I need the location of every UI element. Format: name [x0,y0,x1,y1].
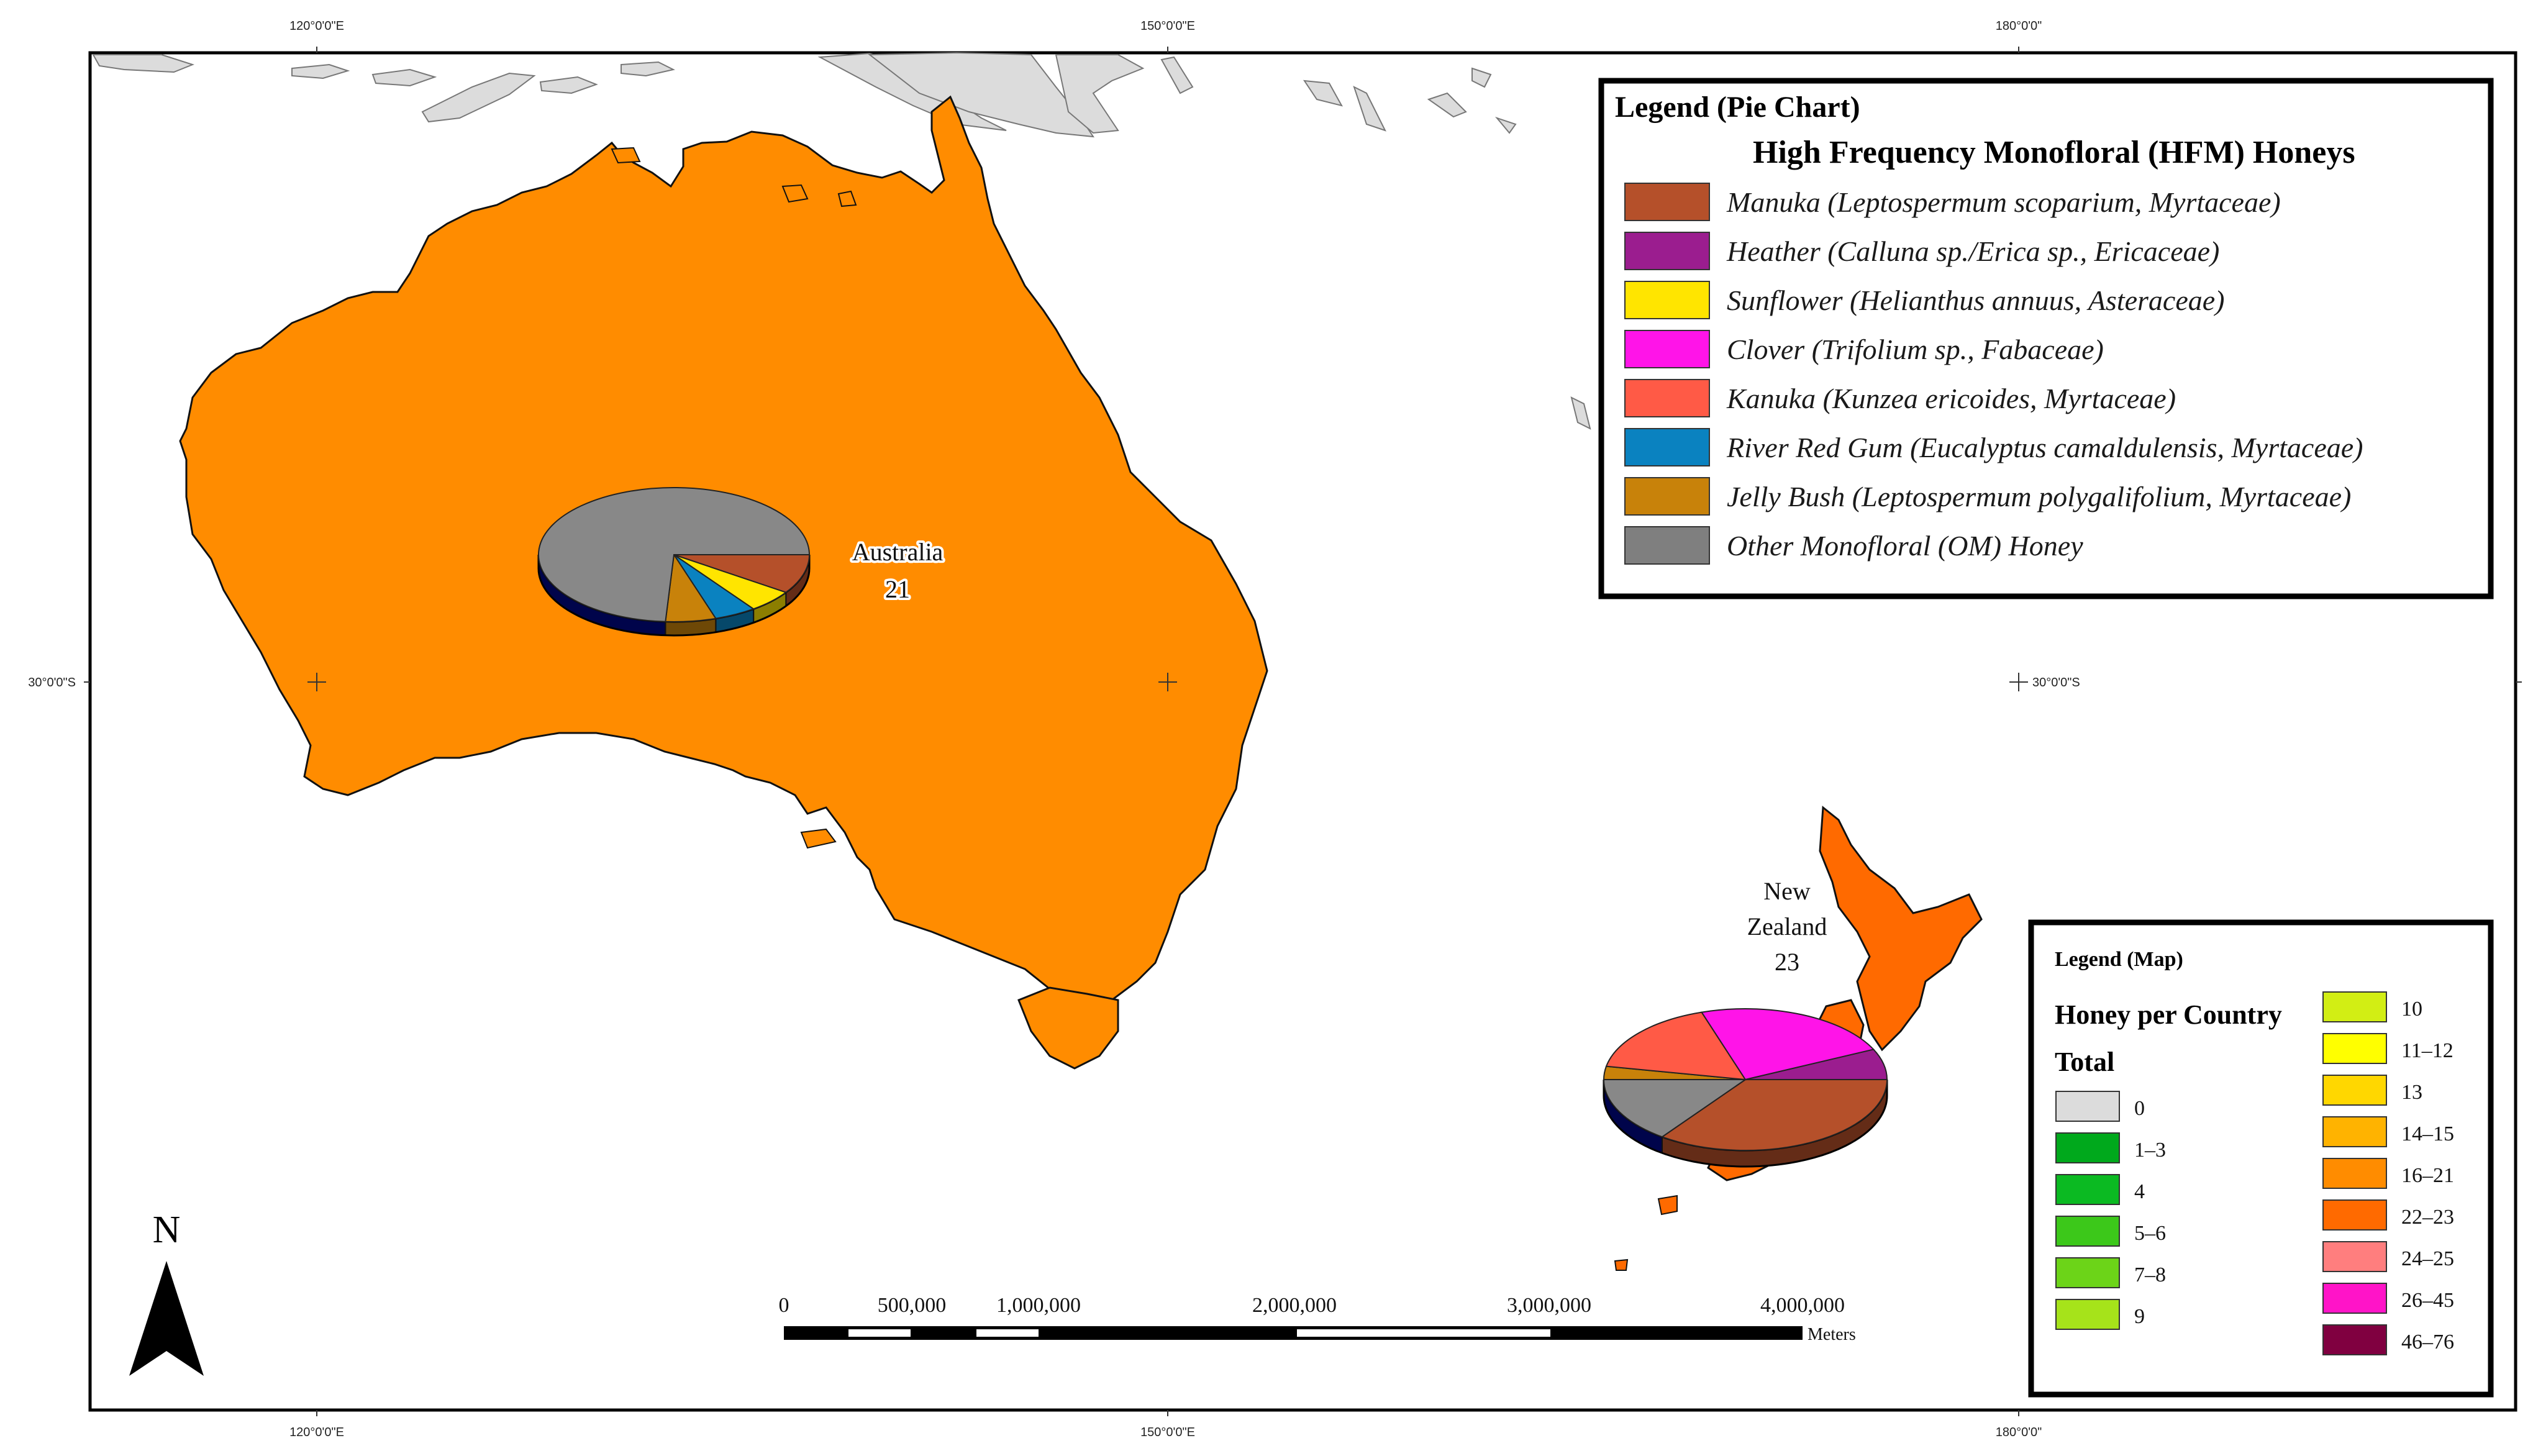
map-legend-label-24-25: 24–25 [2401,1247,2454,1270]
pie-legend-swatch-heather [1624,232,1710,270]
map-legend-swatch-14-15 [2322,1116,2387,1147]
pie-chart-australia [537,487,811,637]
graticule-top-label-2: 150°0'0"E [1140,19,1195,33]
map-legend-label-13: 13 [2401,1081,2422,1104]
graticule-top-label-1: 120°0'0"E [289,19,344,33]
map-legend-label-14-15: 14–15 [2401,1122,2454,1145]
map-legend-swatch-9 [2055,1299,2120,1330]
map-legend-swatch-24-25 [2322,1241,2387,1272]
graticule-bottom-label-1: 120°0'0"E [289,1426,344,1439]
pie-legend-label-other-monofloral: Other Monofloral (OM) Honey [1727,530,2083,562]
scale-unit-label: Meters [1808,1325,1856,1344]
north-arrow: N [129,1209,204,1376]
pie-legend-label-river-red-gum: River Red Gum (Eucalyptus camaldulensis,… [1726,432,2363,463]
graticule [84,47,2522,1416]
map-legend-label-0: 0 [2134,1097,2145,1120]
north-arrow-icon [129,1261,204,1376]
map-legend-swatch-10 [2322,991,2387,1022]
map-legend-label-4: 4 [2134,1180,2145,1203]
scale-label-2000000: 2,000,000 [1252,1294,1337,1317]
scale-label-1000000: 1,000,000 [996,1294,1081,1317]
australia-north-islands [611,147,857,207]
map-legend-label-26-45: 26–45 [2401,1289,2454,1312]
pie-legend-subtitle: High Frequency Monofloral (HFM) Honeys [1753,135,2355,170]
new-zealand-total-label: 23 [1775,948,1799,976]
scale-label-0: 0 [779,1294,789,1317]
pie-legend-swatch-jelly-bush [1624,477,1710,516]
pie-legend-swatch-other-monofloral [1624,526,1710,565]
pie-legend-title: Legend (Pie Chart) [1615,91,1860,124]
map-legend-label-9: 9 [2134,1305,2145,1328]
map-legend-label-11-12: 11–12 [2401,1039,2453,1062]
pie-legend-swatch-clover [1624,330,1710,368]
pie-chart-legend: Legend (Pie Chart) High Frequency Monofl… [1598,78,2494,599]
map-legend-label-1-3: 1–3 [2134,1139,2166,1162]
map-legend-swatch-22-23 [2322,1199,2387,1231]
pie-new-zealand-slice-kanuka [1605,1011,1747,1081]
map-legend-swatch-1-3 [2055,1132,2120,1163]
map-legend-swatch-4 [2055,1174,2120,1205]
scale-label-500000: 500,000 [878,1294,947,1317]
map-legend-swatch-13 [2322,1075,2387,1106]
graticule-bottom-label-2: 150°0'0"E [1140,1426,1195,1439]
map-legend-label-16-21: 16–21 [2401,1164,2454,1187]
map-legend-swatch-5-6 [2055,1216,2120,1247]
pie-legend-swatch-manuka [1624,183,1710,221]
neighbouring-land [92,52,1591,430]
map-legend-swatch-7-8 [2055,1257,2120,1288]
graticule-top-label-3: 180°0'0" [1996,19,2042,33]
pie-new-zealand-slice-heather [1745,1049,1888,1080]
map-legend-swatch-11-12 [2322,1033,2387,1064]
map-legend-label-5-6: 5–6 [2134,1222,2166,1245]
map-legend-subtitle: Honey per Country [2055,999,2282,1030]
scale-bar: 0 500,000 1,000,000 2,000,000 3,000,000 … [779,1294,1856,1344]
map-legend-label-22-23: 22–23 [2401,1206,2454,1229]
graticule-bottom-label-3: 180°0'0" [1996,1426,2042,1439]
pie-legend-swatch-kanuka [1624,379,1710,417]
pie-legend-label-kanuka: Kanuka (Kunzea ericoides, Myrtaceae) [1726,383,2176,414]
map-legend-label-7-8: 7–8 [2134,1263,2166,1286]
pie-australia-slice-other-monofloral-om-honey [538,487,811,622]
map-legend-swatch-0 [2055,1091,2120,1122]
map-legend-swatch-46-76 [2322,1324,2387,1355]
chatham-island [1614,1258,1629,1271]
north-arrow-label: N [153,1209,181,1251]
pie-new-zealand-slice-manuka [1660,1079,1888,1151]
pie-legend-swatch-sunflower [1624,281,1710,319]
kangaroo-island [800,828,837,849]
pie-new-zealand-slice-clover [1700,1008,1875,1081]
graticule-right-label: 30°0'0"S [2032,676,2080,689]
australia-total-label: 21 [885,575,910,603]
pie-legend-label-jelly-bush: Jelly Bush (Leptospermum polygalifolium,… [1727,481,2351,512]
new-zealand-name-label-line1: New [1763,877,1811,905]
pie-australia-slice-manuka [673,554,811,593]
map-legend-swatch-26-45 [2322,1283,2387,1314]
new-zealand-north-island [1819,806,1983,1052]
tasmania [1017,986,1119,1070]
map-legend-label-10: 10 [2401,998,2422,1021]
pie-new-zealand-slice-other-monofloral-om-honey [1603,1079,1748,1138]
map-legend-title: Legend (Map) [2055,948,2183,971]
map-legend-swatch-16-21 [2322,1158,2387,1189]
pie-legend-label-manuka: Manuka (Leptospermum scoparium, Myrtacea… [1726,186,2281,218]
pie-legend-label-clover: Clover (Trifolium sp., Fabaceae) [1727,334,2104,365]
pie-legend-swatch-river-red-gum [1624,428,1710,466]
graticule-left-label: 30°0'0"S [28,676,76,689]
pie-legend-label-sunflower: Sunflower (Helianthus annuus, Asteraceae… [1727,284,2225,316]
map-legend-label-46-76: 46–76 [2401,1331,2454,1354]
scale-label-4000000: 4,000,000 [1760,1294,1845,1317]
pie-legend-label-heather: Heather (Calluna sp./Erica sp., Ericacea… [1726,235,2219,267]
stewart-island [1657,1194,1678,1216]
map-legend-total-label: Total [2055,1047,2114,1077]
map-legend: Legend (Map) Honey per Country Total 0 1–… [2028,919,2494,1398]
scale-label-3000000: 3,000,000 [1507,1294,1591,1317]
new-zealand-name-label-line2: Zealand [1747,912,1827,940]
pie-chart-new-zealand [1603,1008,1888,1168]
australia-name-label: Australia [852,538,944,566]
